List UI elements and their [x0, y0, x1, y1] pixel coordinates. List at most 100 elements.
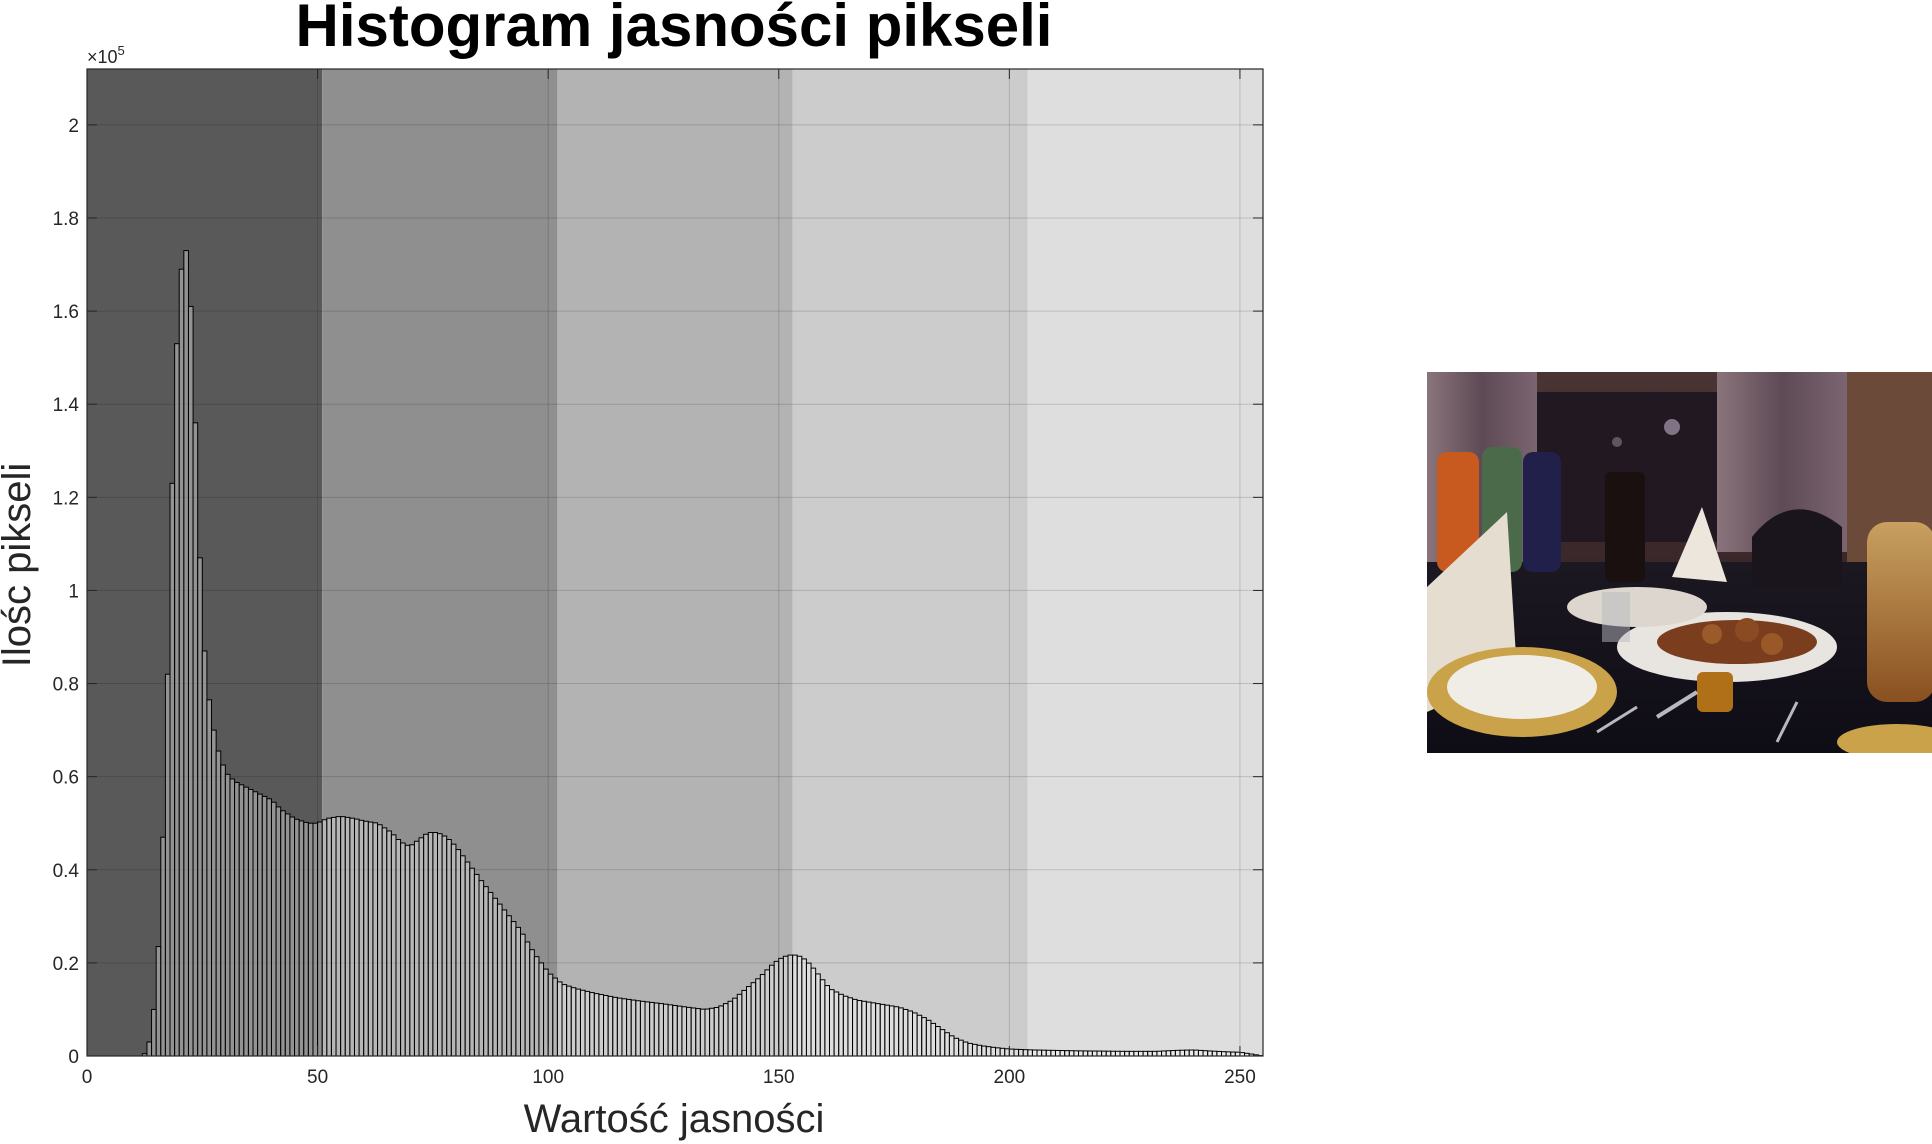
plot-border [86, 68, 1264, 1057]
histogram-bar [298, 820, 305, 1057]
histogram-bar [981, 1045, 987, 1057]
histogram-bar [524, 941, 531, 1057]
histogram-bar [520, 933, 526, 1057]
histogram-bar [695, 1008, 701, 1057]
y-tick-label: 2 [68, 116, 79, 137]
histogram-bar [727, 1000, 734, 1057]
histogram-bar [538, 962, 545, 1057]
x-tick-label: 150 [763, 1067, 795, 1088]
histogram-bar [921, 1017, 927, 1057]
histogram-bar [1105, 1050, 1112, 1057]
histogram-bar [1059, 1050, 1066, 1057]
histogram-bar [358, 819, 365, 1057]
histogram-bar [243, 786, 249, 1057]
histogram-bar [1036, 1049, 1043, 1057]
histogram-bar [1147, 1050, 1153, 1057]
histogram-bar [192, 422, 199, 1057]
histogram-bar [778, 957, 784, 1057]
histogram-bar [884, 1004, 890, 1057]
histogram-bar [1031, 1049, 1038, 1057]
x-tick-label: 200 [994, 1067, 1026, 1088]
histogram-bar [722, 1003, 729, 1057]
histogram-bar [303, 821, 309, 1057]
histogram-bar [390, 834, 397, 1057]
histogram-bar [653, 1002, 660, 1057]
histogram-bar [621, 998, 628, 1057]
band-2 [557, 69, 793, 1056]
histogram-bar [704, 1008, 711, 1057]
histogram-bar [888, 1005, 895, 1057]
histogram-bar [635, 1000, 641, 1057]
histogram-bar [381, 827, 388, 1057]
histogram-bar [307, 822, 314, 1057]
histogram-bar [815, 973, 821, 1057]
histogram-bar [367, 821, 374, 1057]
histogram-bar [626, 998, 632, 1057]
histogram-bar [741, 989, 747, 1057]
histogram-bar [1202, 1050, 1209, 1057]
histogram-bar [1064, 1050, 1070, 1057]
band-1 [322, 69, 558, 1056]
histogram-bar [875, 1003, 881, 1057]
histogram-bar [450, 843, 457, 1057]
histogram-bar [589, 992, 595, 1057]
histogram-bar [676, 1005, 683, 1057]
histogram-bar [1101, 1050, 1107, 1057]
y-tick-label: 1.4 [53, 395, 80, 416]
histogram-bar [552, 977, 558, 1057]
histogram-bar [971, 1043, 978, 1057]
histogram-bar [709, 1007, 715, 1057]
histogram-bar [1193, 1049, 1199, 1057]
histogram-bar [561, 984, 568, 1057]
histogram-bar [413, 840, 420, 1057]
histogram-bar [160, 836, 166, 1057]
histogram-bar [616, 997, 623, 1057]
histogram-bar [607, 995, 614, 1057]
histogram-bar [796, 955, 803, 1057]
histogram-bar [349, 817, 355, 1057]
histogram-bar [247, 788, 254, 1057]
histogram-bar [1073, 1050, 1080, 1057]
histogram-bar [833, 991, 840, 1057]
histogram-bar [547, 973, 554, 1057]
histogram-bar [718, 1005, 724, 1057]
histogram-bar [745, 986, 752, 1057]
histogram-bar [930, 1022, 937, 1057]
histogram-bar [579, 989, 586, 1057]
y-axis-label: Ilośc pikseli [0, 463, 39, 668]
histogram-bar [985, 1046, 992, 1057]
histogram-bar [962, 1041, 969, 1057]
histogram-bar [492, 897, 498, 1057]
histogram-bar [1068, 1050, 1075, 1057]
histogram-bar [967, 1042, 973, 1057]
histogram-bar [1045, 1049, 1052, 1057]
histogram-bar [686, 1006, 692, 1057]
histogram-bar [976, 1044, 983, 1057]
histogram-bars [141, 250, 1264, 1057]
histogram-bar [344, 816, 351, 1057]
histogram-bar [819, 979, 826, 1057]
histogram-bar [699, 1008, 706, 1057]
histogram-bar [510, 921, 517, 1057]
histogram-bar [284, 813, 291, 1057]
histogram-bar [556, 981, 563, 1057]
histogram-bar [575, 988, 581, 1057]
histogram-bar [1165, 1050, 1172, 1057]
histogram-bar [1050, 1049, 1056, 1057]
histogram-bar [1041, 1049, 1047, 1057]
histogram-bar [1184, 1049, 1190, 1057]
histogram-bar [294, 818, 300, 1057]
histogram-bar [870, 1002, 877, 1057]
histogram-bar [1188, 1049, 1195, 1057]
histogram-bar [690, 1007, 697, 1057]
histogram-bar [662, 1003, 669, 1057]
histogram-bar [400, 842, 406, 1057]
chart-title: Histogram jasności pikseli [296, 0, 1053, 59]
histogram-bar [1078, 1050, 1084, 1057]
y-tick-label: 1.2 [53, 488, 79, 509]
histogram-bar [543, 968, 549, 1057]
histogram-bar [372, 822, 379, 1057]
histogram-bar [944, 1032, 950, 1057]
histogram-bar [1119, 1050, 1126, 1057]
